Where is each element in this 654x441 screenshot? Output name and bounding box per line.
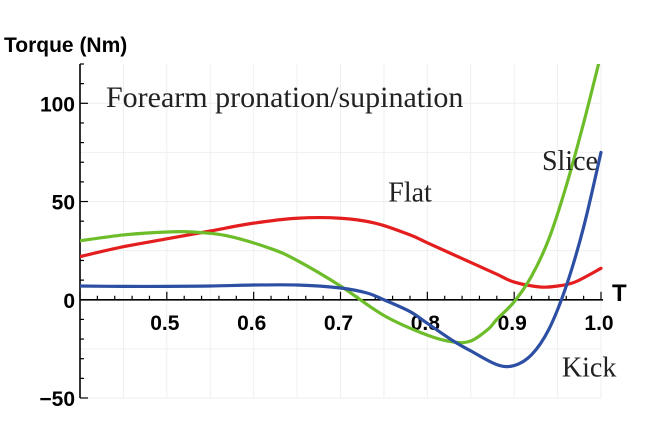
series-labels: Flat Slice Kick: [388, 146, 616, 383]
grid: [79, 64, 602, 399]
x-tick-label: 1.0: [584, 312, 613, 335]
y-axis-title: Torque (Nm): [4, 34, 127, 57]
y-tick-label: −50: [39, 388, 75, 411]
series-line-slice: [80, 64, 601, 345]
series: [80, 64, 603, 369]
series-label-flat: Flat: [388, 178, 432, 209]
x-tick-label: 0.7: [324, 312, 353, 335]
chart-title: Forearm pronation/supination: [106, 81, 463, 114]
series-label-slice: Slice: [542, 146, 598, 177]
y-tick-label: 0: [63, 290, 75, 313]
x-tick-label: 0.6: [237, 312, 266, 335]
y-tick-label: 50: [52, 192, 75, 215]
x-axis-title: T: [612, 280, 627, 307]
series-line-kick: [80, 150, 603, 369]
x-tick-label: 0.9: [498, 312, 527, 335]
x-tick-label: 0.5: [150, 312, 180, 335]
y-tick-label: 100: [40, 93, 75, 116]
series-label-kick: Kick: [562, 352, 616, 383]
